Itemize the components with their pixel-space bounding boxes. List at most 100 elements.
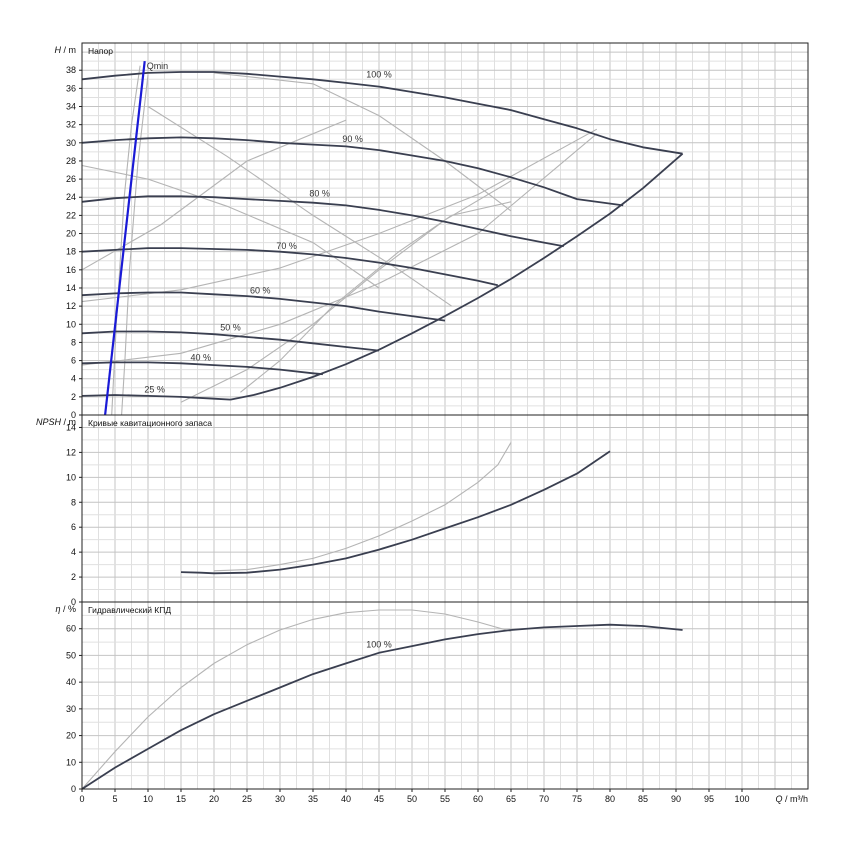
y-axis-label: NPSH / m	[36, 417, 76, 427]
y-tick-label: 32	[66, 120, 76, 130]
y-tick-label: 2	[71, 572, 76, 582]
y-tick-label: 8	[71, 337, 76, 347]
x-tick-label: 0	[79, 794, 84, 804]
series-curve	[81, 394, 231, 401]
grey-curve	[213, 72, 512, 212]
x-tick-label: 90	[671, 794, 681, 804]
y-tick-label: 38	[66, 65, 76, 75]
y-tick-label: 22	[66, 210, 76, 220]
x-tick-label: 55	[440, 794, 450, 804]
main-curves-layer	[81, 61, 684, 790]
y-tick-label: 10	[66, 757, 76, 767]
series-curve	[81, 330, 380, 352]
grey-curve	[213, 442, 512, 572]
x-tick-label: 100	[734, 794, 749, 804]
series-label: 40 %	[191, 353, 212, 363]
y-tick-label: 12	[66, 447, 76, 457]
y-tick-label: 20	[66, 731, 76, 741]
series-curve	[81, 291, 446, 322]
frame-layer	[79, 42, 809, 792]
y-tick-label: 12	[66, 301, 76, 311]
qmin-label: Qmin	[147, 61, 169, 71]
y-tick-label: 10	[66, 319, 76, 329]
x-axis-label: Q / m³/h	[775, 794, 808, 804]
y-tick-label: 50	[66, 650, 76, 660]
x-tick-label: 60	[473, 794, 483, 804]
y-tick-label: 16	[66, 265, 76, 275]
x-tick-label: 65	[506, 794, 516, 804]
series-label: 100 %	[366, 69, 392, 79]
series-curve	[180, 450, 611, 575]
x-tick-label: 85	[638, 794, 648, 804]
y-tick-label: 60	[66, 624, 76, 634]
panel-title: Гидравлический КПД	[88, 605, 171, 615]
y-tick-label: 28	[66, 156, 76, 166]
x-tick-label: 50	[407, 794, 417, 804]
grey-curve	[81, 133, 598, 366]
y-tick-label: 0	[71, 784, 76, 794]
series-label: 50 %	[220, 323, 241, 333]
series-label: 70 %	[276, 241, 297, 251]
y-axis-symbol: H	[55, 45, 62, 55]
y-tick-label: 6	[71, 356, 76, 366]
y-axis-symbol: NPSH	[36, 417, 62, 427]
y-tick-label: 4	[71, 547, 76, 557]
series-label: 90 %	[342, 134, 363, 144]
x-tick-label: 40	[341, 794, 351, 804]
panel-title: Кривые кавитационного запаса	[88, 418, 212, 428]
y-tick-label: 0	[71, 597, 76, 607]
y-tick-label: 6	[71, 522, 76, 532]
y-tick-label: 0	[71, 410, 76, 420]
y-tick-label: 2	[71, 392, 76, 402]
y-tick-label: 4	[71, 374, 76, 384]
grey-curve	[81, 609, 512, 790]
y-axis-label: H / m	[55, 45, 77, 55]
x-axis-symbol: Q	[775, 794, 782, 804]
x-tick-label: 20	[209, 794, 219, 804]
series-curve	[81, 361, 323, 376]
series-curve	[81, 195, 564, 248]
x-tick-label: 5	[112, 794, 117, 804]
series-label: 80 %	[309, 188, 330, 198]
grid-layer	[82, 43, 808, 789]
y-tick-label: 20	[66, 229, 76, 239]
series-label: 60 %	[250, 285, 271, 295]
qmin-line	[104, 61, 146, 416]
y-axis-unit: / %	[60, 604, 76, 614]
series-curve	[81, 623, 683, 790]
y-tick-label: 30	[66, 138, 76, 148]
x-axis-unit: / m³/h	[782, 794, 808, 804]
x-tick-label: 75	[572, 794, 582, 804]
series-curve	[81, 136, 624, 207]
series-label: 100 %	[366, 639, 392, 649]
y-tick-label: 30	[66, 704, 76, 714]
x-tick-label: 70	[539, 794, 549, 804]
y-axis-unit: / m	[61, 417, 76, 427]
y-axis-unit: / m	[61, 45, 76, 55]
x-tick-label: 30	[275, 794, 285, 804]
y-tick-label: 24	[66, 192, 76, 202]
grey-curve	[121, 74, 149, 416]
x-tick-label: 15	[176, 794, 186, 804]
panel-title: Напор	[88, 46, 113, 56]
grey-curve	[81, 119, 347, 271]
x-tick-label: 95	[704, 794, 714, 804]
y-tick-label: 40	[66, 677, 76, 687]
series-curve	[81, 247, 499, 287]
y-axis-symbol: η	[55, 604, 60, 614]
x-tick-label: 25	[242, 794, 252, 804]
y-tick-label: 26	[66, 174, 76, 184]
y-tick-label: 10	[66, 472, 76, 482]
x-tick-label: 35	[308, 794, 318, 804]
y-tick-label: 34	[66, 102, 76, 112]
y-tick-label: 36	[66, 83, 76, 93]
y-tick-label: 8	[71, 497, 76, 507]
y-tick-label: 18	[66, 247, 76, 257]
series-curve	[81, 71, 683, 155]
grey-curve	[81, 164, 380, 289]
y-axis-label: η / %	[55, 604, 76, 614]
y-tick-label: 14	[66, 422, 76, 432]
y-tick-label: 14	[66, 283, 76, 293]
